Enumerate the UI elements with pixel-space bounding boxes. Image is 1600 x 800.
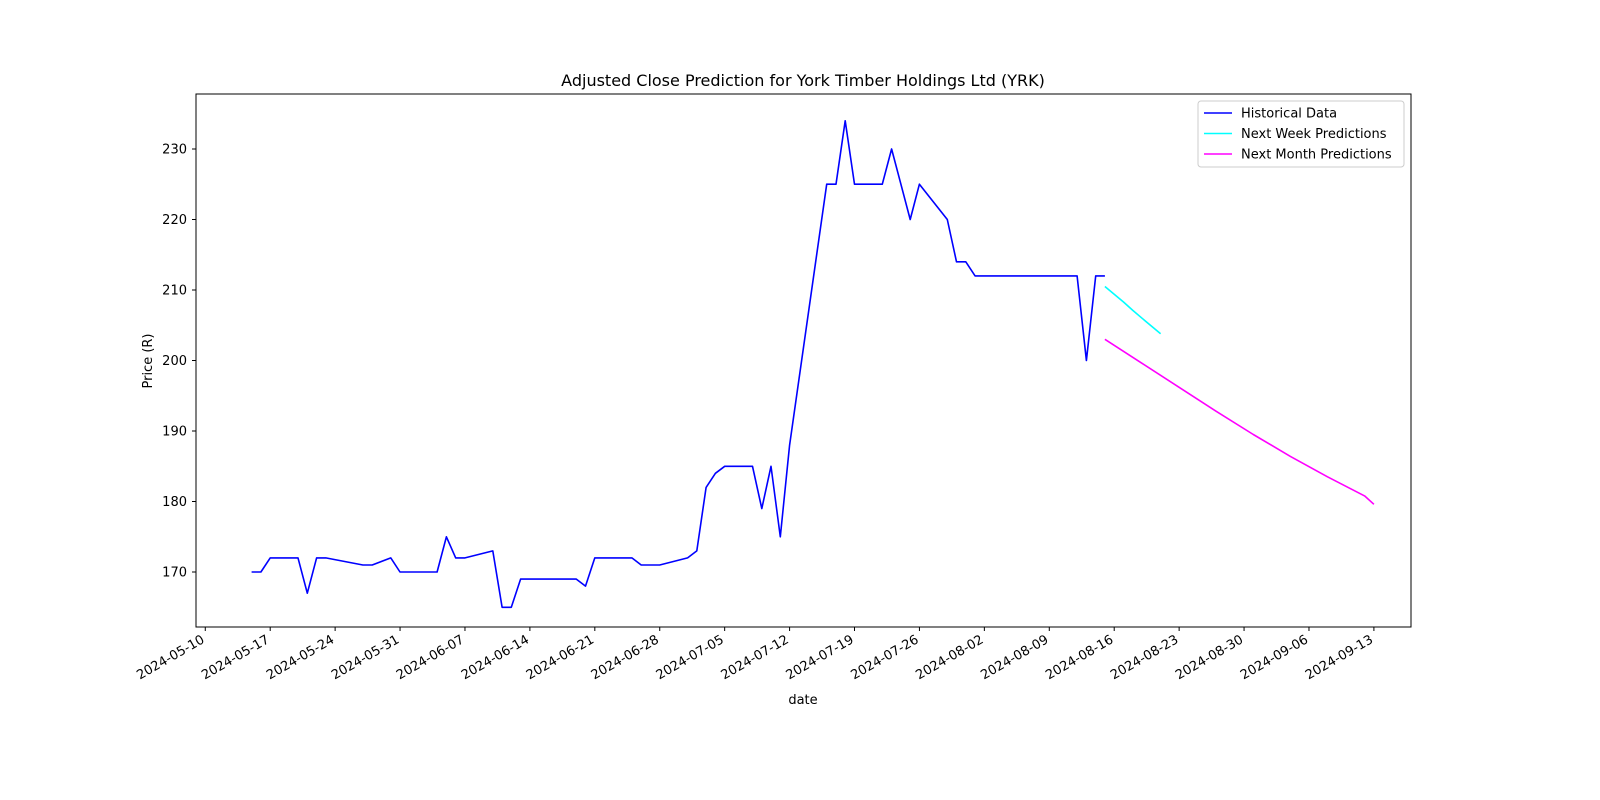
y-tick-label: 230 [162,142,187,157]
y-tick-label: 180 [162,495,187,510]
y-axis-label: Price (R) [141,333,156,388]
x-axis-label: date [788,693,817,708]
legend-label-next-week-predictions: Next Week Predictions [1241,127,1387,142]
series-line-historical-data [251,120,1105,609]
legend-label-next-month-predictions: Next Month Predictions [1241,148,1392,163]
y-tick-label: 200 [162,354,187,369]
y-tick-label: 190 [162,425,187,440]
y-tick-label: 220 [162,213,187,228]
series-line-next-month-predictions [1104,338,1375,505]
plot-frame [195,93,1412,628]
y-tick-label: 210 [162,283,187,298]
chart-title: Adjusted Close Prediction for York Timbe… [561,71,1045,90]
legend-box [1197,100,1405,168]
y-tick-label: 170 [162,566,187,581]
legend-label-historical-data: Historical Data [1241,107,1337,122]
series-line-next-week-predictions [1104,285,1162,335]
